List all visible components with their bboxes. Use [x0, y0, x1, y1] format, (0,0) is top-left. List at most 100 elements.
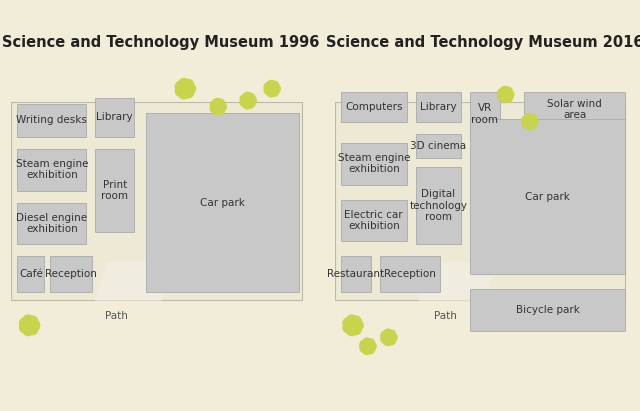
Bar: [524, 92, 625, 127]
Circle shape: [498, 89, 506, 97]
Bar: [341, 92, 407, 122]
Circle shape: [185, 83, 195, 94]
Bar: [416, 134, 461, 157]
Circle shape: [248, 96, 256, 105]
Circle shape: [529, 117, 538, 126]
Bar: [341, 256, 371, 292]
Bar: [335, 102, 625, 300]
Text: Digital
technology
room: Digital technology room: [409, 189, 467, 222]
Bar: [470, 289, 625, 331]
Circle shape: [387, 336, 396, 345]
Bar: [95, 149, 134, 233]
Bar: [380, 256, 440, 292]
Circle shape: [363, 338, 371, 347]
Circle shape: [216, 99, 225, 108]
Text: VR
room: VR room: [471, 103, 498, 125]
Circle shape: [240, 98, 249, 107]
Circle shape: [268, 84, 276, 93]
Circle shape: [367, 342, 376, 351]
Text: Diesel engine
exhibition: Diesel engine exhibition: [16, 212, 88, 234]
Circle shape: [381, 331, 390, 340]
Circle shape: [27, 316, 38, 327]
Circle shape: [19, 318, 30, 328]
Text: Print
room: Print room: [101, 180, 128, 201]
Text: Library: Library: [97, 112, 133, 122]
Text: Writing desks: Writing desks: [17, 115, 87, 125]
Circle shape: [240, 95, 249, 103]
Circle shape: [264, 83, 273, 91]
Circle shape: [524, 113, 533, 122]
Circle shape: [360, 340, 369, 349]
Circle shape: [179, 83, 191, 95]
Text: Reception: Reception: [384, 269, 436, 279]
Bar: [416, 92, 461, 122]
Circle shape: [500, 86, 509, 95]
Circle shape: [360, 344, 369, 352]
Circle shape: [218, 102, 227, 111]
Text: Electric car
exhibition: Electric car exhibition: [344, 210, 403, 231]
Circle shape: [353, 320, 363, 331]
Circle shape: [179, 88, 189, 99]
Circle shape: [210, 101, 219, 109]
Circle shape: [346, 325, 357, 335]
Text: Restaurant: Restaurant: [327, 269, 385, 279]
Circle shape: [213, 102, 223, 111]
Circle shape: [528, 120, 536, 129]
Circle shape: [522, 119, 531, 128]
Circle shape: [363, 342, 372, 351]
Circle shape: [343, 318, 354, 328]
Circle shape: [524, 121, 533, 130]
Circle shape: [271, 84, 280, 93]
Title: Science and Technology Museum 1996: Science and Technology Museum 1996: [3, 35, 320, 51]
Bar: [416, 166, 461, 245]
Bar: [341, 199, 407, 241]
Circle shape: [210, 104, 219, 113]
Circle shape: [366, 345, 374, 354]
Bar: [146, 113, 299, 292]
Circle shape: [388, 333, 397, 342]
Text: Steam engine
exhibition: Steam engine exhibition: [15, 159, 88, 180]
Bar: [51, 256, 92, 292]
Circle shape: [525, 117, 534, 126]
Circle shape: [23, 325, 34, 335]
Circle shape: [23, 315, 34, 326]
Circle shape: [387, 330, 396, 339]
Bar: [12, 102, 302, 300]
Text: Bicycle park: Bicycle park: [516, 305, 579, 315]
Circle shape: [501, 90, 510, 99]
Circle shape: [504, 87, 513, 96]
Text: Car park: Car park: [200, 198, 245, 208]
Bar: [17, 149, 86, 191]
Circle shape: [213, 99, 221, 107]
Circle shape: [351, 324, 362, 335]
Text: Computers: Computers: [345, 102, 403, 112]
Bar: [470, 119, 625, 275]
Circle shape: [216, 105, 225, 114]
Circle shape: [270, 88, 279, 96]
Text: Library: Library: [420, 102, 456, 112]
Bar: [17, 203, 86, 245]
Circle shape: [243, 96, 253, 105]
Circle shape: [19, 322, 30, 333]
Polygon shape: [95, 262, 173, 300]
Text: Reception: Reception: [45, 269, 97, 279]
Circle shape: [504, 93, 513, 102]
Bar: [341, 143, 407, 185]
Circle shape: [383, 337, 392, 346]
Circle shape: [27, 324, 38, 335]
Circle shape: [522, 115, 531, 124]
Circle shape: [24, 319, 35, 331]
Circle shape: [246, 99, 255, 108]
Circle shape: [264, 86, 273, 95]
Circle shape: [500, 94, 509, 103]
Circle shape: [213, 106, 221, 115]
Circle shape: [383, 329, 392, 338]
Circle shape: [179, 79, 189, 89]
Text: Car park: Car park: [525, 192, 570, 201]
Bar: [17, 256, 44, 292]
Bar: [17, 104, 86, 136]
Circle shape: [498, 92, 506, 101]
Text: Café: Café: [19, 269, 43, 279]
Circle shape: [381, 335, 390, 343]
Circle shape: [343, 322, 354, 333]
